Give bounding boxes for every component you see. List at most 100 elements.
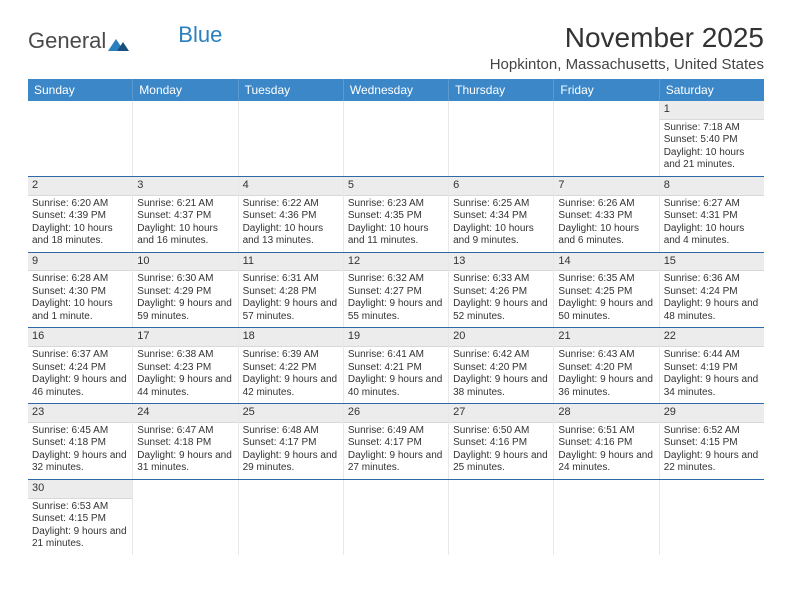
day-cell: 6Sunrise: 6:25 AMSunset: 4:34 PMDaylight… <box>449 177 554 252</box>
day-number: 14 <box>554 253 658 272</box>
day-number: 11 <box>239 253 343 272</box>
day-cell: 13Sunrise: 6:33 AMSunset: 4:26 PMDayligh… <box>449 253 554 328</box>
sunrise-text: Sunrise: 6:50 AM <box>453 425 549 438</box>
sunset-text: Sunset: 4:19 PM <box>664 362 760 375</box>
empty-cell <box>28 101 133 176</box>
sunset-text: Sunset: 4:26 PM <box>453 286 549 299</box>
sunset-text: Sunset: 4:20 PM <box>453 362 549 375</box>
empty-cell <box>449 480 554 555</box>
sunrise-text: Sunrise: 6:49 AM <box>348 425 444 438</box>
sunset-text: Sunset: 4:27 PM <box>348 286 444 299</box>
day-cell: 16Sunrise: 6:37 AMSunset: 4:24 PMDayligh… <box>28 328 133 403</box>
day-body: Sunrise: 6:41 AMSunset: 4:21 PMDaylight:… <box>344 347 448 403</box>
sunset-text: Sunset: 4:31 PM <box>664 210 760 223</box>
day-body: Sunrise: 6:37 AMSunset: 4:24 PMDaylight:… <box>28 347 132 403</box>
empty-cell <box>344 480 449 555</box>
day-body: Sunrise: 6:36 AMSunset: 4:24 PMDaylight:… <box>660 271 764 327</box>
day-cell: 17Sunrise: 6:38 AMSunset: 4:23 PMDayligh… <box>133 328 238 403</box>
day-body: Sunrise: 6:48 AMSunset: 4:17 PMDaylight:… <box>239 423 343 479</box>
sunrise-text: Sunrise: 6:31 AM <box>243 273 339 286</box>
daylight-text: Daylight: 9 hours and 59 minutes. <box>137 298 233 323</box>
day-body: Sunrise: 6:30 AMSunset: 4:29 PMDaylight:… <box>133 271 237 327</box>
day-number: 1 <box>660 101 764 120</box>
day-number: 24 <box>133 404 237 423</box>
daylight-text: Daylight: 10 hours and 11 minutes. <box>348 223 444 248</box>
sunrise-text: Sunrise: 6:22 AM <box>243 198 339 211</box>
sunrise-text: Sunrise: 6:33 AM <box>453 273 549 286</box>
sunset-text: Sunset: 4:25 PM <box>558 286 654 299</box>
day-cell: 18Sunrise: 6:39 AMSunset: 4:22 PMDayligh… <box>239 328 344 403</box>
day-number: 29 <box>660 404 764 423</box>
day-cell: 2Sunrise: 6:20 AMSunset: 4:39 PMDaylight… <box>28 177 133 252</box>
day-cell: 25Sunrise: 6:48 AMSunset: 4:17 PMDayligh… <box>239 404 344 479</box>
sunset-text: Sunset: 4:18 PM <box>32 437 128 450</box>
day-cell: 14Sunrise: 6:35 AMSunset: 4:25 PMDayligh… <box>554 253 659 328</box>
weekday-tue: Tuesday <box>239 79 344 101</box>
sunset-text: Sunset: 4:33 PM <box>558 210 654 223</box>
location: Hopkinton, Massachusetts, United States <box>490 56 764 73</box>
sunrise-text: Sunrise: 6:43 AM <box>558 349 654 362</box>
sunrise-text: Sunrise: 6:21 AM <box>137 198 233 211</box>
sunrise-text: Sunrise: 6:27 AM <box>664 198 760 211</box>
day-body: Sunrise: 6:22 AMSunset: 4:36 PMDaylight:… <box>239 196 343 252</box>
sunrise-text: Sunrise: 6:38 AM <box>137 349 233 362</box>
sunset-text: Sunset: 4:15 PM <box>32 513 128 526</box>
day-body: Sunrise: 6:47 AMSunset: 4:18 PMDaylight:… <box>133 423 237 479</box>
sunrise-text: Sunrise: 6:41 AM <box>348 349 444 362</box>
day-body: Sunrise: 6:28 AMSunset: 4:30 PMDaylight:… <box>28 271 132 327</box>
weekday-row: Sunday Monday Tuesday Wednesday Thursday… <box>28 79 764 101</box>
day-number: 10 <box>133 253 237 272</box>
sunset-text: Sunset: 4:36 PM <box>243 210 339 223</box>
day-cell: 29Sunrise: 6:52 AMSunset: 4:15 PMDayligh… <box>660 404 764 479</box>
day-number: 20 <box>449 328 553 347</box>
daylight-text: Daylight: 10 hours and 13 minutes. <box>243 223 339 248</box>
week-row: 9Sunrise: 6:28 AMSunset: 4:30 PMDaylight… <box>28 253 764 329</box>
day-body: Sunrise: 6:21 AMSunset: 4:37 PMDaylight:… <box>133 196 237 252</box>
daylight-text: Daylight: 9 hours and 34 minutes. <box>664 374 760 399</box>
daylight-text: Daylight: 9 hours and 40 minutes. <box>348 374 444 399</box>
header: General Blue November 2025 Hopkinton, Ma… <box>28 22 764 73</box>
day-body: Sunrise: 6:44 AMSunset: 4:19 PMDaylight:… <box>660 347 764 403</box>
sunset-text: Sunset: 4:23 PM <box>137 362 233 375</box>
daylight-text: Daylight: 9 hours and 31 minutes. <box>137 450 233 475</box>
day-number: 19 <box>344 328 448 347</box>
day-cell: 1Sunrise: 7:18 AMSunset: 5:40 PMDaylight… <box>660 101 764 176</box>
day-number: 23 <box>28 404 132 423</box>
day-body: Sunrise: 6:39 AMSunset: 4:22 PMDaylight:… <box>239 347 343 403</box>
sunset-text: Sunset: 4:24 PM <box>664 286 760 299</box>
day-number: 21 <box>554 328 658 347</box>
sunset-text: Sunset: 4:17 PM <box>243 437 339 450</box>
sunset-text: Sunset: 4:28 PM <box>243 286 339 299</box>
day-number: 6 <box>449 177 553 196</box>
week-row: 2Sunrise: 6:20 AMSunset: 4:39 PMDaylight… <box>28 177 764 253</box>
sunset-text: Sunset: 4:24 PM <box>32 362 128 375</box>
day-number: 16 <box>28 328 132 347</box>
week-row: 30Sunrise: 6:53 AMSunset: 4:15 PMDayligh… <box>28 480 764 555</box>
sunset-text: Sunset: 4:21 PM <box>348 362 444 375</box>
daylight-text: Daylight: 9 hours and 21 minutes. <box>32 526 128 551</box>
day-number: 12 <box>344 253 448 272</box>
weekday-wed: Wednesday <box>344 79 449 101</box>
day-cell: 9Sunrise: 6:28 AMSunset: 4:30 PMDaylight… <box>28 253 133 328</box>
day-cell: 22Sunrise: 6:44 AMSunset: 4:19 PMDayligh… <box>660 328 764 403</box>
sunrise-text: Sunrise: 6:36 AM <box>664 273 760 286</box>
day-body: Sunrise: 6:49 AMSunset: 4:17 PMDaylight:… <box>344 423 448 479</box>
sunset-text: Sunset: 4:16 PM <box>453 437 549 450</box>
day-cell: 30Sunrise: 6:53 AMSunset: 4:15 PMDayligh… <box>28 480 133 555</box>
weekday-thu: Thursday <box>449 79 554 101</box>
day-body: Sunrise: 6:43 AMSunset: 4:20 PMDaylight:… <box>554 347 658 403</box>
day-body: Sunrise: 6:25 AMSunset: 4:34 PMDaylight:… <box>449 196 553 252</box>
day-cell: 28Sunrise: 6:51 AMSunset: 4:16 PMDayligh… <box>554 404 659 479</box>
day-body: Sunrise: 6:45 AMSunset: 4:18 PMDaylight:… <box>28 423 132 479</box>
day-body: Sunrise: 6:42 AMSunset: 4:20 PMDaylight:… <box>449 347 553 403</box>
day-body: Sunrise: 6:32 AMSunset: 4:27 PMDaylight:… <box>344 271 448 327</box>
sunset-text: Sunset: 5:40 PM <box>664 134 760 147</box>
daylight-text: Daylight: 9 hours and 46 minutes. <box>32 374 128 399</box>
day-number: 7 <box>554 177 658 196</box>
daylight-text: Daylight: 9 hours and 38 minutes. <box>453 374 549 399</box>
day-body: Sunrise: 6:50 AMSunset: 4:16 PMDaylight:… <box>449 423 553 479</box>
day-number: 4 <box>239 177 343 196</box>
day-number: 28 <box>554 404 658 423</box>
sunrise-text: Sunrise: 7:18 AM <box>664 122 760 135</box>
day-cell: 27Sunrise: 6:50 AMSunset: 4:16 PMDayligh… <box>449 404 554 479</box>
